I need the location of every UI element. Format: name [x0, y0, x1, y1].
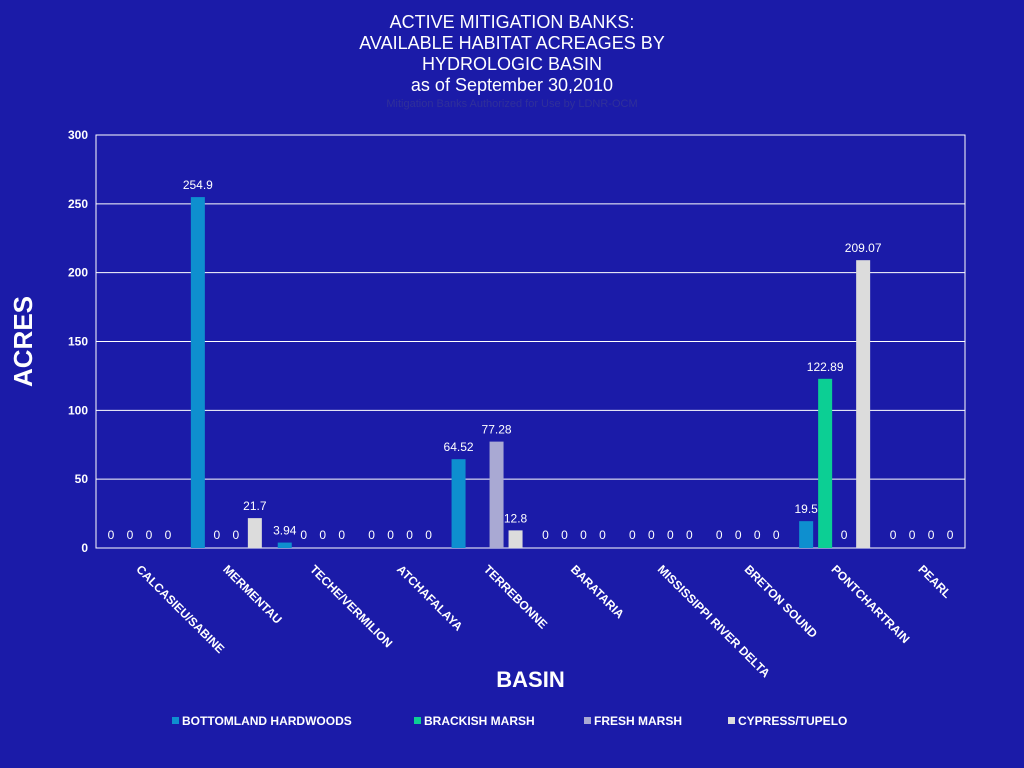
data-label: 0 [580, 528, 587, 542]
legend-label: FRESH MARSH [594, 714, 682, 728]
x-tick-label: TERREBONNE [481, 562, 550, 631]
bar [508, 530, 523, 548]
x-tick-label: ATCHAFALAYA [394, 562, 466, 634]
bar [451, 459, 466, 548]
x-tick-label: CALCASIEU/SABINE [133, 562, 227, 656]
bar [277, 542, 292, 548]
legend-swatch [414, 717, 421, 724]
legend-label: BOTTOMLAND HARDWOODS [182, 714, 352, 728]
data-label: 0 [928, 528, 935, 542]
data-label: 0 [686, 528, 693, 542]
data-label: 0 [773, 528, 780, 542]
data-label: 209.07 [845, 241, 882, 255]
data-label: 0 [233, 528, 240, 542]
x-tick-label: BARATARIA [568, 562, 627, 621]
data-label: 0 [300, 528, 307, 542]
data-label: 0 [108, 528, 115, 542]
y-axis-title: ACRES [8, 296, 38, 387]
data-label: 0 [909, 528, 916, 542]
data-label: 0 [890, 528, 897, 542]
data-label: 3.94 [273, 524, 297, 538]
x-tick-label: PEARL [915, 562, 954, 601]
legend-label: BRACKISH MARSH [424, 714, 535, 728]
bar [190, 197, 205, 549]
bar [818, 378, 833, 548]
data-label: 0 [629, 528, 636, 542]
data-label: 0 [841, 528, 848, 542]
y-tick-label: 50 [75, 472, 89, 486]
bar [799, 521, 814, 548]
data-label: 0 [667, 528, 674, 542]
x-tick-label: BRETON SOUND [742, 562, 821, 641]
data-label: 0 [387, 528, 394, 542]
data-label: 0 [561, 528, 568, 542]
data-label: 0 [368, 528, 375, 542]
data-label: 0 [338, 528, 345, 542]
chart-title-line-4: as of September 30,2010 [410, 75, 614, 95]
legend-swatch [584, 717, 591, 724]
data-label: 0 [599, 528, 606, 542]
data-label: 0 [146, 528, 153, 542]
data-label: 19.5 [794, 502, 818, 516]
bar [856, 260, 871, 548]
data-label: 0 [127, 528, 134, 542]
data-label: 0 [947, 528, 954, 542]
data-label: 254.9 [183, 178, 213, 192]
data-label: 21.7 [243, 499, 267, 513]
data-label: 122.89 [807, 360, 844, 374]
chart-title-line-2: AVAILABLE HABITAT ACREAGES BY [359, 33, 665, 53]
data-label: 0 [735, 528, 742, 542]
data-label: 0 [648, 528, 655, 542]
bar [247, 518, 262, 548]
data-label: 0 [406, 528, 413, 542]
data-label: 64.52 [444, 440, 474, 454]
data-label: 0 [165, 528, 172, 542]
data-label: 12.8 [504, 511, 528, 525]
data-label: 0 [542, 528, 549, 542]
y-tick-label: 300 [68, 128, 88, 142]
chart-title-line-1: ACTIVE MITIGATION BANKS: [389, 12, 635, 32]
x-tick-label: TECHE/VERMILION [307, 562, 395, 650]
chart-title-block: ACTIVE MITIGATION BANKS: AVAILABLE HABIT… [0, 12, 1024, 111]
chart-subtitle: Mitigation Banks Authorized for Use by L… [386, 98, 638, 110]
data-label: 0 [754, 528, 761, 542]
data-label: 0 [214, 528, 221, 542]
x-tick-label: MERMENTAU [220, 562, 284, 626]
y-tick-label: 150 [68, 335, 88, 349]
data-label: 0 [716, 528, 723, 542]
x-tick-label: PONTCHARTRAIN [829, 562, 913, 646]
data-label: 0 [425, 528, 432, 542]
chart-title-line-3: HYDROLOGIC BASIN [421, 54, 603, 74]
data-label: 77.28 [482, 423, 512, 437]
y-tick-label: 0 [81, 541, 88, 555]
y-tick-label: 250 [68, 197, 88, 211]
data-label: 0 [319, 528, 326, 542]
bar [489, 441, 504, 548]
y-tick-label: 200 [68, 266, 88, 280]
x-axis-title: BASIN [496, 667, 564, 692]
y-tick-label: 100 [68, 403, 88, 417]
legend-swatch [728, 717, 735, 724]
legend-swatch [172, 717, 179, 724]
legend-label: CYPRESS/TUPELO [738, 714, 847, 728]
